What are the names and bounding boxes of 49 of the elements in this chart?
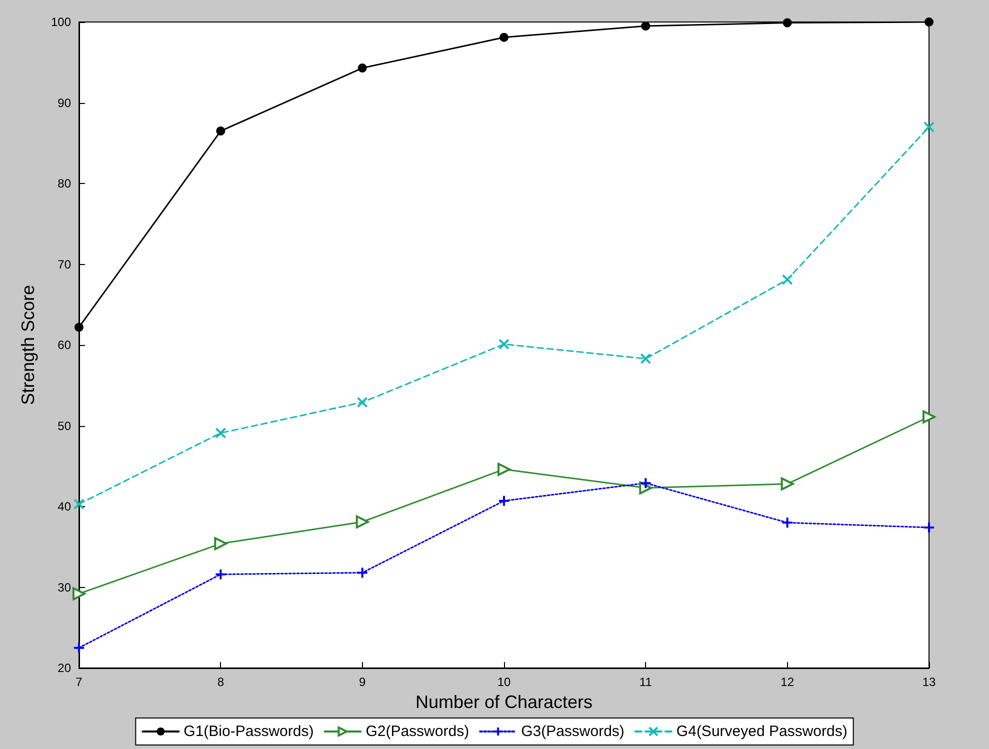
legend-label: G2(Passwords) xyxy=(366,723,470,740)
y-tick-label: 90 xyxy=(58,96,72,110)
x-tick-label: 11 xyxy=(639,675,652,689)
y-tick-label: 100 xyxy=(50,15,72,29)
point xyxy=(74,498,84,510)
x-tick-label: 13 xyxy=(922,675,936,689)
point xyxy=(216,126,226,136)
point xyxy=(74,322,84,332)
point xyxy=(780,477,794,490)
point xyxy=(214,537,228,550)
point xyxy=(924,18,934,26)
point xyxy=(72,587,86,600)
point xyxy=(781,516,794,529)
point xyxy=(922,410,936,424)
point xyxy=(215,428,226,439)
y-tick-label: 40 xyxy=(58,500,72,514)
point xyxy=(356,396,368,408)
x-tick-label: 7 xyxy=(76,675,83,689)
legend-label: G3(Passwords) xyxy=(521,723,624,740)
point xyxy=(782,274,793,286)
y-tick-label: 70 xyxy=(58,257,72,272)
point xyxy=(641,22,650,31)
point xyxy=(923,521,935,534)
point xyxy=(640,353,652,364)
x-tick-label: 10 xyxy=(497,675,511,689)
y-tick-label: 50 xyxy=(58,418,72,433)
x-tick-label: 9 xyxy=(358,675,366,689)
point xyxy=(356,515,369,528)
x-axis-title: Number of Characters xyxy=(415,692,593,712)
point xyxy=(498,338,510,350)
point xyxy=(782,18,792,28)
legend-label: G1(Bio-Passwords) xyxy=(184,723,314,740)
point xyxy=(73,642,85,654)
point xyxy=(358,64,367,73)
point xyxy=(640,477,652,490)
point xyxy=(924,121,934,132)
y-tick-label: 30 xyxy=(58,580,72,594)
y-tick-label: 20 xyxy=(58,661,72,675)
y-tick-label: 80 xyxy=(58,176,72,190)
x-tick-label: 8 xyxy=(217,675,224,689)
y-tick-label: 60 xyxy=(58,338,72,352)
point xyxy=(498,494,510,507)
point xyxy=(500,32,508,42)
point xyxy=(498,462,510,476)
x-tick-label: 12 xyxy=(780,675,794,689)
point xyxy=(356,566,368,579)
y-axis-title: Strength Score xyxy=(18,284,38,406)
legend-label: G4(Surveyed Passwords) xyxy=(676,723,848,740)
point xyxy=(214,568,227,580)
